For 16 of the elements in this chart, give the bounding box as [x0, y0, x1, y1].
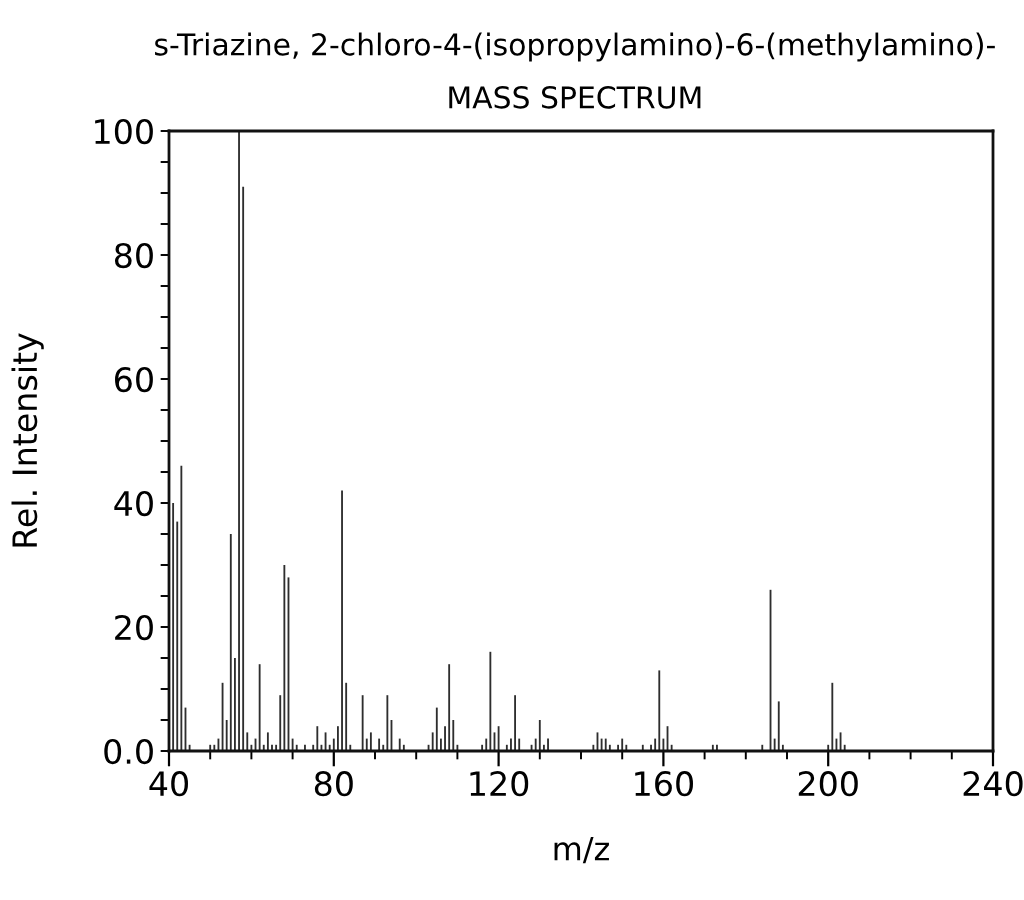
x-tick-label: 40: [149, 771, 188, 797]
y-tick-label: 100: [95, 118, 153, 145]
chart-subtitle: MASS SPECTRUM: [449, 86, 701, 109]
x-axis-title: m/z: [554, 836, 609, 864]
chart-title: s-Triazine, 2-chloro-4-(isopropylamino)-6-(methylamino)-: [155, 32, 995, 62]
x-tick-label: 120: [470, 771, 529, 797]
y-tick-label: 80: [114, 242, 153, 269]
x-tick-label: 240: [963, 771, 1023, 797]
x-tick-label: 80: [314, 771, 353, 797]
y-tick-label: 0.0: [104, 738, 153, 765]
y-tick-label: 40: [114, 490, 153, 517]
x-tick-label: 200: [798, 771, 858, 797]
y-tick-label: 20: [115, 614, 153, 641]
x-tick-label: 160: [635, 771, 693, 797]
y-tick-label: 60: [115, 366, 153, 393]
y-axis-title: Rel. Intensity: [11, 333, 44, 547]
